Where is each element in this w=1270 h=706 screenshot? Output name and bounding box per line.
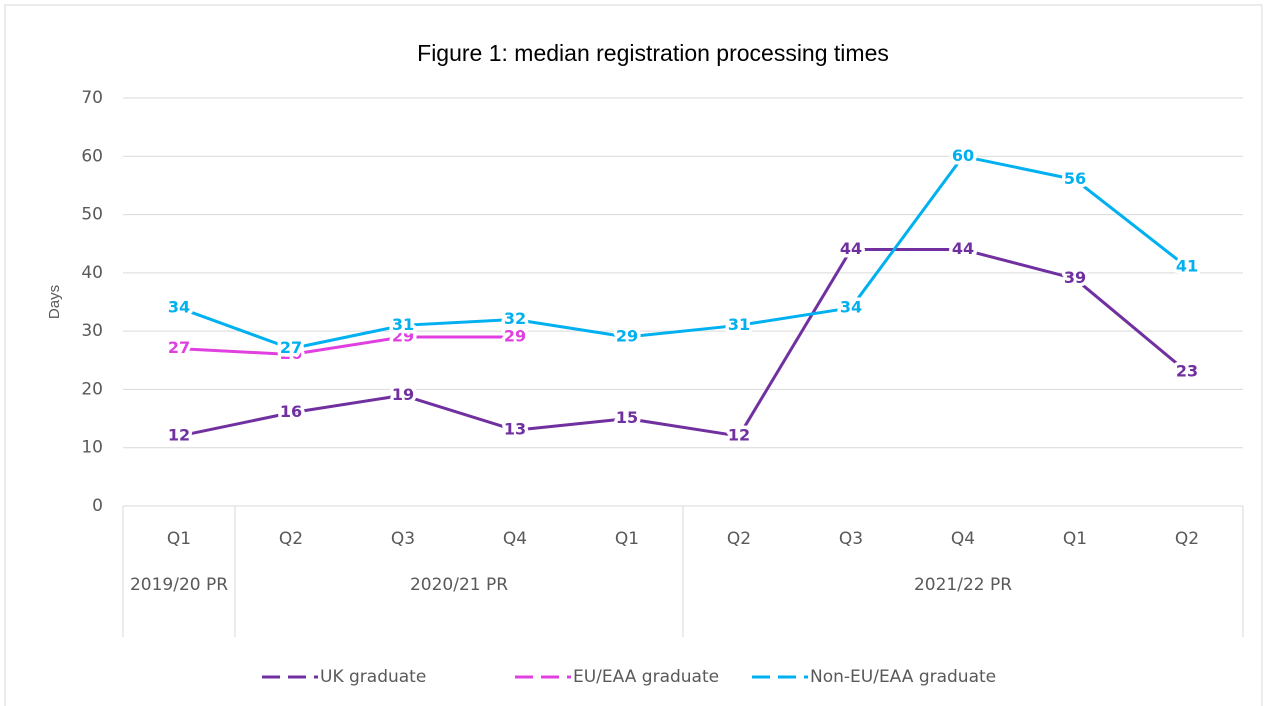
x-tick-label: Q4	[503, 529, 527, 549]
data-label: 31	[728, 315, 750, 334]
data-label: 19	[392, 385, 414, 404]
data-label: 41	[1176, 257, 1198, 276]
x-group-label: 2019/20 PR	[129, 575, 229, 595]
data-label: 39	[1064, 268, 1086, 287]
x-tick-label: Q3	[391, 529, 415, 549]
x-group-label: 2020/21 PR	[409, 575, 509, 595]
x-tick-label: Q4	[951, 529, 975, 549]
data-label: 31	[392, 315, 414, 334]
y-axis-label: Days	[46, 285, 63, 319]
y-tick-label: 0	[92, 496, 103, 516]
y-tick-label: 20	[81, 379, 103, 399]
data-label: 27	[168, 338, 190, 357]
data-label: 60	[952, 146, 974, 165]
series-line	[178, 154, 1188, 351]
chart-title: Figure 1: median registration processing…	[417, 40, 889, 66]
data-label: 12	[168, 426, 190, 445]
data-label: 34	[168, 297, 190, 316]
y-tick-label: 60	[81, 146, 103, 166]
y-tick-label: 40	[81, 263, 103, 283]
data-label: 15	[616, 408, 638, 427]
x-tick-label: Q2	[1175, 529, 1199, 549]
data-label: 29	[392, 326, 414, 345]
data-label: 13	[504, 420, 526, 439]
data-label: 56	[1064, 169, 1086, 188]
data-label: 29	[616, 326, 638, 345]
y-tick-label: 70	[81, 88, 103, 108]
data-label: 44	[952, 239, 974, 258]
x-tick-label: Q3	[839, 529, 863, 549]
series-line	[178, 248, 1188, 438]
data-label: 44	[840, 239, 862, 258]
x-tick-label: Q1	[167, 529, 191, 549]
data-label: 12	[728, 426, 750, 445]
data-label: 16	[280, 402, 302, 421]
x-tick-label: Q2	[279, 529, 303, 549]
y-tick-label: 10	[81, 438, 103, 458]
data-label: 29	[504, 326, 526, 345]
data-label: 23	[1176, 361, 1198, 380]
chart-border	[4, 4, 1263, 706]
legend-label: UK graduate	[320, 667, 426, 687]
x-tick-label: Q1	[615, 529, 639, 549]
legend-label: Non-EU/EAA graduate	[810, 667, 996, 687]
legend-label: EU/EAA graduate	[573, 667, 719, 687]
data-label: 27	[280, 338, 302, 357]
data-label: 26	[280, 344, 302, 363]
data-label: 32	[504, 309, 526, 328]
series-line	[178, 335, 515, 356]
y-tick-label: 50	[81, 205, 103, 225]
data-label: 34	[840, 297, 862, 316]
x-tick-label: Q2	[727, 529, 751, 549]
y-tick-label: 30	[81, 321, 103, 341]
x-tick-label: Q1	[1063, 529, 1087, 549]
x-group-label: 2021/22 PR	[913, 575, 1013, 595]
